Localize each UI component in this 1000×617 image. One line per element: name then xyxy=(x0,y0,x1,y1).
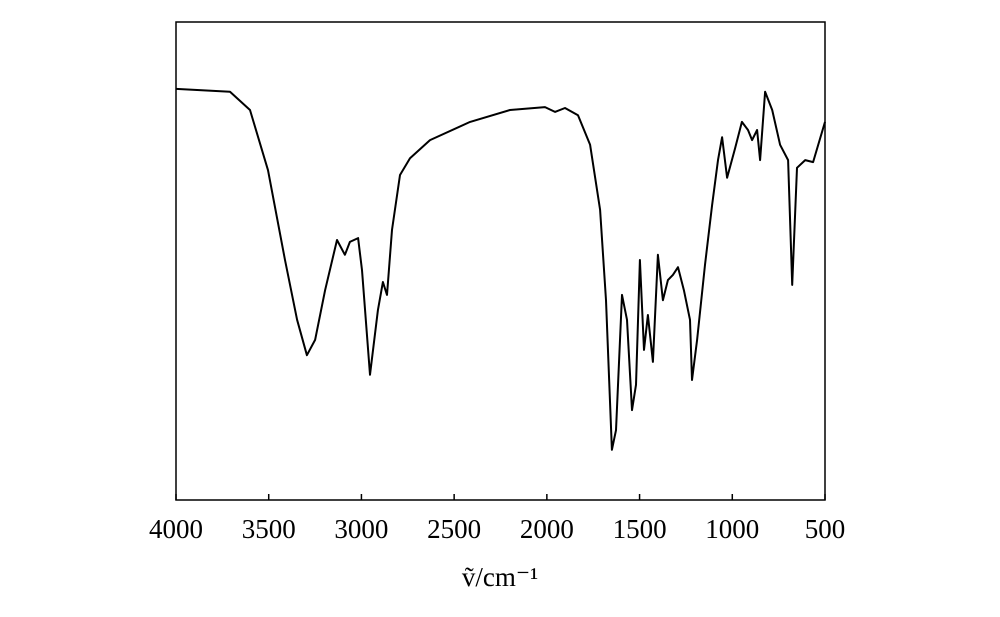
x-tick-label: 3500 xyxy=(242,514,296,544)
x-tick-label: 500 xyxy=(805,514,846,544)
x-tick-label: 1500 xyxy=(613,514,667,544)
spectrum-line xyxy=(175,87,826,451)
plot-frame xyxy=(175,21,826,501)
x-tick-label: 2500 xyxy=(427,514,481,544)
x-tick-label: 4000 xyxy=(149,514,203,544)
x-axis-label: ṽ/cm⁻¹ xyxy=(462,562,538,592)
x-tick-label: 3000 xyxy=(334,514,388,544)
x-tick-label: 2000 xyxy=(520,514,574,544)
x-tick-label: 1000 xyxy=(705,514,759,544)
